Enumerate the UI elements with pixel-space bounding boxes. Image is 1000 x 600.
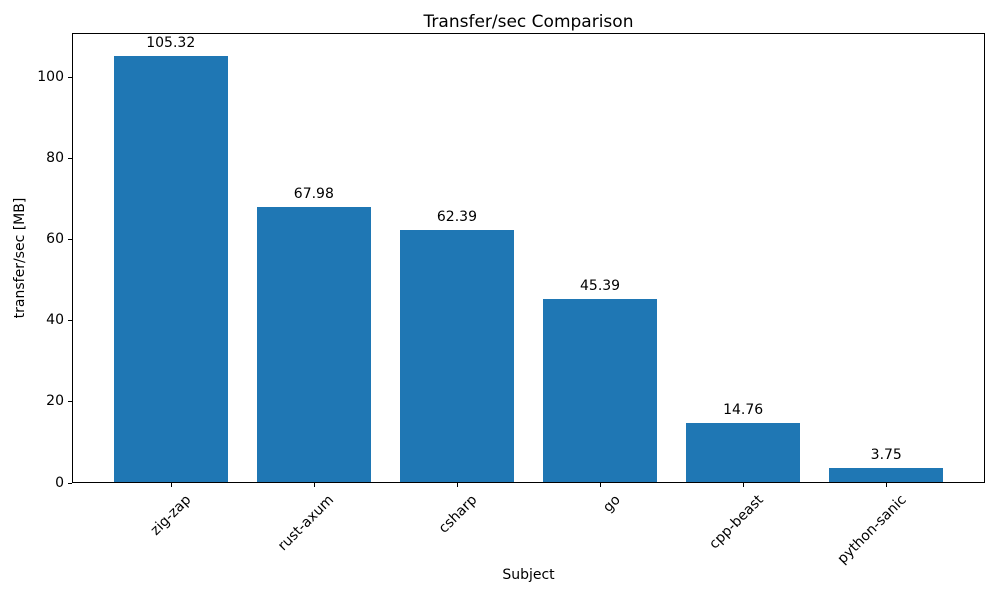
x-tick-mark [886, 483, 888, 487]
bar-value-label: 62.39 [436, 209, 477, 226]
y-tick-mark [68, 158, 72, 160]
bar-value-label: 45.39 [580, 277, 621, 294]
y-tick-label: 60 [46, 231, 64, 248]
y-tick-label: 20 [46, 393, 64, 410]
y-axis-label: transfer/sec [MB] [12, 197, 28, 319]
bar [256, 207, 372, 483]
y-tick-mark [68, 320, 72, 322]
x-tick-mark [600, 483, 602, 487]
x-tick-mark [170, 483, 172, 487]
y-tick-label: 40 [46, 312, 64, 329]
x-tick-label: cpp-beast [706, 492, 767, 553]
bar [829, 467, 944, 483]
y-tick-mark [68, 482, 72, 484]
y-tick-label: 80 [46, 150, 64, 167]
x-tick-mark [313, 483, 315, 487]
bar-value-label: 105.32 [146, 35, 196, 52]
x-tick-label: go [599, 492, 624, 516]
x-tick-mark [456, 483, 458, 487]
y-tick-mark [68, 77, 72, 79]
bar-value-label: 14.76 [723, 402, 764, 419]
bar [113, 56, 228, 483]
x-axis-label: Subject [502, 567, 555, 583]
y-tick-mark [68, 401, 72, 403]
chart-title: Transfer/sec Comparison [423, 12, 634, 32]
y-tick-label: 0 [55, 474, 64, 491]
x-tick-label: zig-zap [147, 492, 195, 539]
y-tick-label: 100 [37, 69, 64, 86]
bar-value-label: 3.75 [870, 446, 902, 463]
bar [685, 423, 801, 483]
y-tick-mark [68, 239, 72, 241]
x-tick-label: csharp [435, 492, 481, 537]
x-tick-mark [743, 483, 745, 487]
bar [542, 298, 658, 483]
bar-value-label: 67.98 [293, 186, 334, 203]
x-tick-label: python-sanic [834, 492, 910, 568]
x-tick-label: rust-axum [275, 492, 338, 555]
bar [399, 230, 515, 483]
